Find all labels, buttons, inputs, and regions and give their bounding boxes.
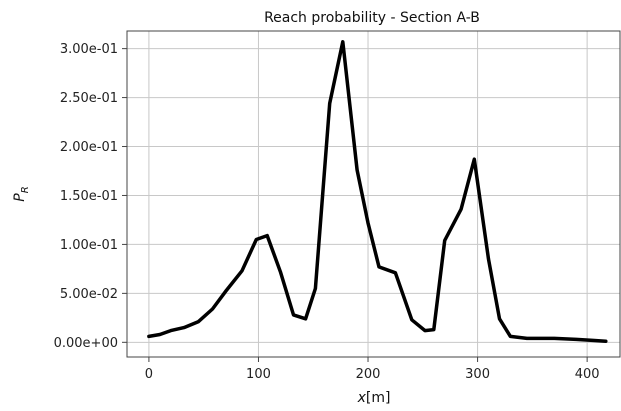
y-tick-label: 0.00e+00 xyxy=(54,336,118,351)
y-tick-label: 5.00e-02 xyxy=(60,287,118,302)
x-tick-label: 100 xyxy=(246,367,271,382)
y-tick-label: 2.00e-01 xyxy=(60,140,118,155)
x-axis-label-variable: x xyxy=(357,390,367,406)
x-ticks: 0 100 200 300 400 xyxy=(145,357,600,382)
y-ticks: 0.00e+00 5.00e-02 1.00e-01 1.50e-01 2.00e-01… xyxy=(54,42,127,351)
x-axis-label-unit: [m] xyxy=(366,390,391,406)
y-tick-label: 2.50e-01 xyxy=(60,91,118,106)
chart-title: Reach probability - Section A-B xyxy=(264,10,480,26)
grid-layer xyxy=(127,31,620,357)
series-layer xyxy=(147,40,608,344)
y-tick-label: 1.50e-01 xyxy=(60,189,118,204)
x-tick-label: 400 xyxy=(575,367,600,382)
x-tick-label: 200 xyxy=(356,367,381,382)
y-axis-label-subscript: R xyxy=(20,186,31,193)
x-axis-label: x[m] xyxy=(357,390,391,406)
plot-area-frame xyxy=(126,30,621,358)
reach-probability-line xyxy=(147,40,608,344)
y-tick-label: 1.00e-01 xyxy=(60,238,118,253)
y-axis-label: PR xyxy=(12,186,31,201)
x-tick-label: 0 xyxy=(145,367,153,382)
y-axis-label-main: P xyxy=(12,193,28,202)
x-tick-label: 300 xyxy=(465,367,490,382)
y-tick-label: 3.00e-01 xyxy=(60,42,118,57)
